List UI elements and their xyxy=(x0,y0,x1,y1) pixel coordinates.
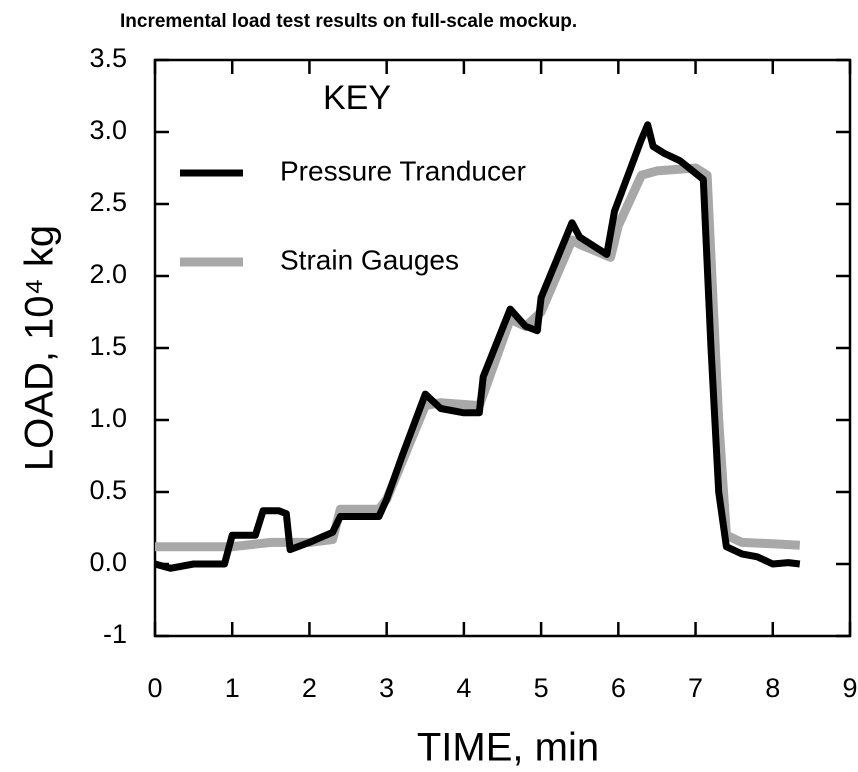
legend-label: Pressure Tranducer xyxy=(280,155,526,186)
data-line xyxy=(154,121,801,572)
x-tick-label: 2 xyxy=(302,673,317,703)
y-axis-title: LOAD, 10⁴ kg xyxy=(18,225,62,471)
y-tick-label: 0.0 xyxy=(89,547,127,577)
y-tick-label: 1.0 xyxy=(89,403,127,433)
x-tick-label: 6 xyxy=(611,673,626,703)
x-tick-label: 4 xyxy=(456,673,471,703)
x-axis-title: TIME, min xyxy=(417,726,599,770)
x-tick-label: 7 xyxy=(688,673,703,703)
x-tick-label: 3 xyxy=(379,673,394,703)
y-tick-label: 3.5 xyxy=(89,43,127,73)
y-tick-label: 1.5 xyxy=(89,331,127,361)
y-tick-label: 3.0 xyxy=(89,115,127,145)
x-tick-label: 8 xyxy=(765,673,780,703)
y-tick-label: 0.5 xyxy=(89,475,127,505)
x-tick-label: 1 xyxy=(225,673,240,703)
x-tick-label: 9 xyxy=(842,673,857,703)
legend-title: KEY xyxy=(323,79,391,117)
y-tick-label: -1 xyxy=(103,619,127,649)
y-tick-label: 2.5 xyxy=(89,187,127,217)
x-tick-label: 5 xyxy=(534,673,549,703)
chart-title: Incremental load test results on full-sc… xyxy=(120,11,577,32)
legend-label: Strain Gauges xyxy=(280,244,459,275)
y-tick-label: 2.0 xyxy=(89,259,127,289)
x-tick-label: 0 xyxy=(147,673,162,703)
